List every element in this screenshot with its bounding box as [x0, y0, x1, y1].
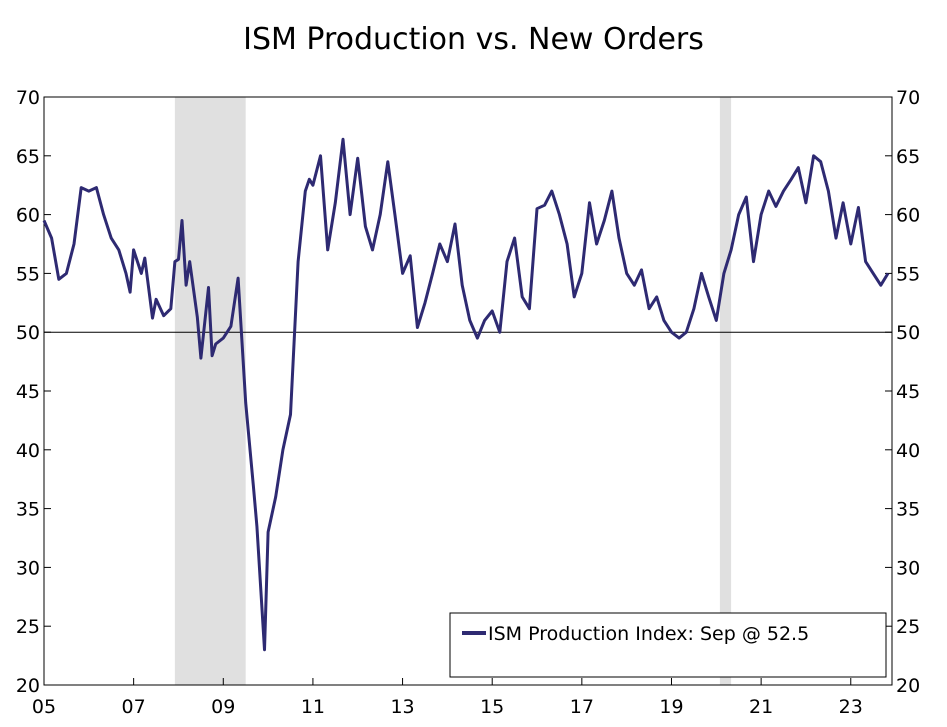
recession-band — [719, 97, 732, 685]
x-tick-label: 11 — [301, 696, 325, 718]
x-tick-label: 19 — [659, 696, 683, 718]
recession-band — [174, 97, 246, 685]
y-tick-label-left: 35 — [16, 499, 40, 521]
chart-title: ISM Production vs. New Orders — [243, 22, 704, 57]
legend-box — [449, 612, 887, 678]
x-tick-label: 05 — [32, 696, 56, 718]
y-tick-label-right: 25 — [896, 616, 920, 638]
y-tick-label-left: 50 — [16, 322, 40, 344]
plot-frame — [43, 96, 893, 686]
y-tick-label-right: 45 — [896, 381, 920, 403]
y-tick-label-left: 20 — [16, 675, 40, 697]
y-tick-label-left: 25 — [16, 616, 40, 638]
x-tick-label: 15 — [480, 696, 504, 718]
y-tick-label-left: 40 — [16, 440, 40, 462]
x-tick-label: 17 — [570, 696, 594, 718]
y-tick-label-right: 55 — [896, 263, 920, 285]
x-tick-label: 09 — [211, 696, 235, 718]
series-line-0 — [42, 137, 890, 652]
y-tick-label-right: 60 — [896, 205, 920, 227]
x-tick-label: 13 — [390, 696, 414, 718]
x-tick-label: 23 — [839, 696, 863, 718]
y-tick-label-left: 65 — [16, 146, 40, 168]
y-tick-label-left: 45 — [16, 381, 40, 403]
y-tick-label-right: 40 — [896, 440, 920, 462]
y-tick-label-right: 70 — [896, 87, 920, 109]
y-tick-label-left: 55 — [16, 263, 40, 285]
y-tick-label-right: 30 — [896, 557, 920, 579]
y-tick-label-right: 65 — [896, 146, 920, 168]
legend-label-0: ISM Production Index: Sep @ 52.5 — [488, 623, 809, 645]
y-tick-label-right: 35 — [896, 499, 920, 521]
x-tick-label: 21 — [749, 696, 773, 718]
y-tick-label-left: 70 — [16, 87, 40, 109]
y-tick-label-right: 20 — [896, 675, 920, 697]
x-tick-label: 07 — [122, 696, 146, 718]
y-tick-label-right: 50 — [896, 322, 920, 344]
y-tick-label-left: 30 — [16, 557, 40, 579]
y-tick-label-left: 60 — [16, 205, 40, 227]
